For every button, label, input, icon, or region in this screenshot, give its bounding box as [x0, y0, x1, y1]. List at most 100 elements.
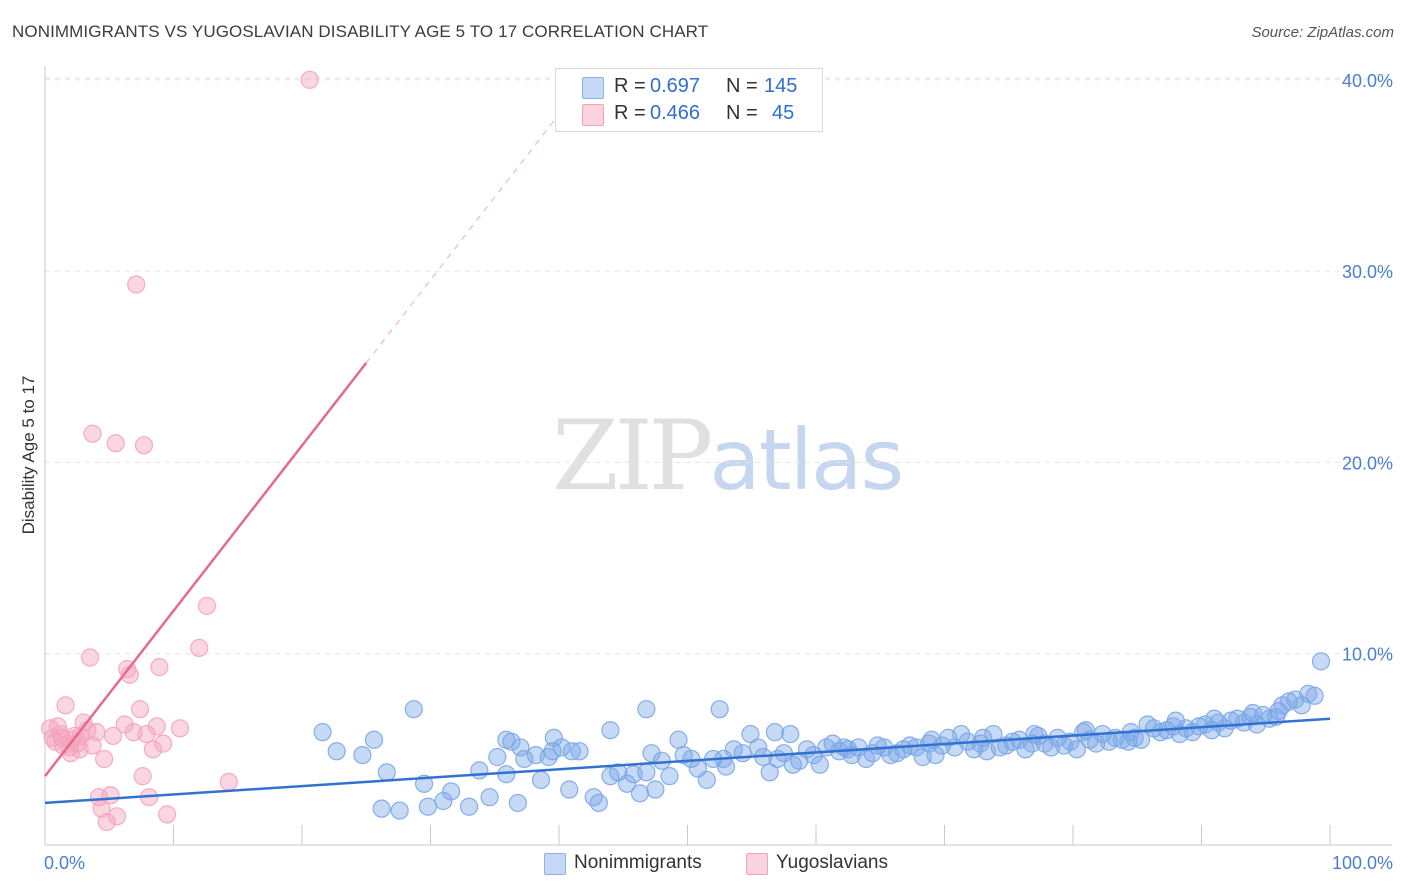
point-yugoslavians	[89, 788, 109, 807]
y-tick-label: 30.0%	[1342, 262, 1393, 282]
legend-swatch-blue	[544, 853, 566, 875]
point-yugoslavians	[83, 424, 102, 443]
point-nonimmigrants	[646, 780, 665, 799]
point-nonimmigrants	[372, 799, 391, 818]
point-yugoslavians	[150, 657, 169, 677]
trend-line-nonimmigrants	[44, 717, 1331, 805]
y-tick-label: 10.0%	[1342, 645, 1393, 665]
data-points	[41, 70, 1331, 832]
point-yugoslavians	[127, 275, 146, 294]
point-nonimmigrants	[418, 797, 438, 816]
y-tick-label: 20.0%	[1342, 453, 1393, 473]
point-nonimmigrants	[660, 767, 679, 786]
legend-swatch-pink	[582, 104, 604, 126]
point-nonimmigrants	[637, 700, 656, 719]
point-yugoslavians	[137, 724, 156, 744]
point-nonimmigrants	[313, 723, 332, 742]
point-nonimmigrants	[562, 742, 581, 761]
point-yugoslavians	[300, 70, 319, 89]
point-yugoslavians	[147, 717, 166, 736]
point-nonimmigrants	[459, 797, 479, 816]
point-yugoslavians	[106, 434, 125, 453]
point-nonimmigrants	[1292, 696, 1311, 715]
point-yugoslavians	[170, 719, 190, 738]
point-nonimmigrants	[618, 774, 637, 793]
chart-source: Source: ZipAtlas.com	[1251, 24, 1394, 41]
legend-swatch-pink	[746, 853, 768, 875]
point-nonimmigrants	[733, 744, 752, 763]
r-value: 0.466	[650, 102, 701, 124]
n-value: 45	[772, 102, 795, 124]
point-nonimmigrants	[377, 763, 396, 782]
point-nonimmigrants	[589, 793, 608, 813]
point-yugoslavians	[83, 736, 102, 755]
point-nonimmigrants	[404, 700, 423, 719]
point-nonimmigrants	[508, 793, 527, 813]
point-nonimmigrants	[741, 724, 760, 744]
point-yugoslavians	[97, 812, 116, 832]
legend-label-nonimmigrants: Nonimmigrants	[574, 852, 702, 873]
point-nonimmigrants	[353, 745, 372, 765]
trend-line-yugoslavians	[44, 362, 368, 777]
point-nonimmigrants	[697, 770, 716, 790]
point-nonimmigrants	[642, 744, 661, 763]
point-nonimmigrants	[480, 788, 499, 807]
point-yugoslavians	[219, 772, 238, 791]
point-nonimmigrants	[584, 788, 603, 807]
point-yugoslavians	[101, 786, 120, 805]
point-yugoslavians	[61, 744, 80, 763]
point-nonimmigrants	[1305, 686, 1324, 705]
r-label: R =	[614, 102, 646, 124]
point-nonimmigrants	[497, 730, 516, 749]
x-tick-label: 100.0%	[1332, 853, 1393, 873]
point-yugoslavians	[104, 726, 123, 746]
point-nonimmigrants	[760, 763, 779, 782]
point-nonimmigrants	[511, 738, 530, 757]
point-nonimmigrants	[810, 755, 829, 774]
point-nonimmigrants	[327, 742, 346, 761]
point-yugoslavians	[52, 728, 71, 747]
watermark-atlas: atlas	[709, 411, 904, 509]
point-yugoslavians	[133, 767, 152, 786]
grid-lines	[45, 77, 1392, 655]
point-yugoslavians	[143, 740, 163, 759]
point-yugoslavians	[80, 648, 100, 667]
point-nonimmigrants	[601, 721, 620, 740]
point-nonimmigrants	[470, 761, 489, 780]
tick-labels: 10.0% 20.0% 30.0% 40.0% 0.0% 100.0%	[44, 71, 1393, 873]
trend-lines	[44, 88, 1331, 805]
point-nonimmigrants	[441, 782, 461, 801]
point-nonimmigrants	[710, 700, 729, 719]
chart-title: NONIMMIGRANTS VS YUGOSLAVIAN DISABILITY …	[12, 22, 709, 41]
point-yugoslavians	[95, 749, 114, 769]
y-axis-label: Disability Age 5 to 17	[19, 376, 38, 535]
n-value: 145	[764, 75, 798, 97]
legend-swatch-blue	[582, 77, 604, 99]
point-nonimmigrants	[543, 742, 562, 761]
n-label: N =	[726, 102, 758, 124]
point-nonimmigrants	[552, 738, 571, 757]
point-yugoslavians	[130, 700, 150, 719]
point-nonimmigrants	[1299, 684, 1318, 703]
point-yugoslavians	[56, 696, 75, 715]
legend-label-yugoslavians: Yugoslavians	[776, 852, 888, 873]
stats-legend: R = 0.697 N = 145 R = 0.466 N = 45	[555, 68, 823, 132]
watermark-zip: ZIP	[552, 400, 713, 512]
point-nonimmigrants	[390, 801, 409, 820]
point-nonimmigrants	[434, 791, 453, 811]
point-yugoslavians	[107, 807, 127, 826]
point-yugoslavians	[87, 723, 106, 742]
point-nonimmigrants	[560, 780, 579, 799]
point-nonimmigrants	[637, 763, 656, 782]
point-nonimmigrants	[1269, 701, 1288, 721]
y-tick-label: 40.0%	[1342, 71, 1393, 91]
n-label: N =	[726, 75, 758, 97]
point-nonimmigrants	[488, 747, 507, 767]
point-yugoslavians	[190, 638, 209, 658]
point-nonimmigrants	[1311, 652, 1331, 671]
point-nonimmigrants	[531, 770, 551, 790]
point-nonimmigrants	[669, 730, 688, 749]
watermark: ZIPatlas	[552, 400, 904, 512]
point-nonimmigrants	[570, 742, 589, 761]
